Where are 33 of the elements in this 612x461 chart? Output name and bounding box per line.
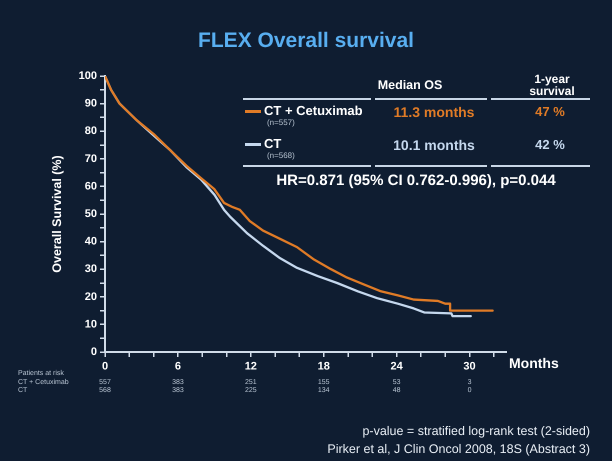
y-tick-label: 10 [84,318,97,330]
y-tick-label: 80 [84,125,97,138]
y-tick-label: 70 [84,152,97,165]
legend-label: CT [264,136,282,151]
chart-title: FLEX Overall survival [197,29,415,53]
x-tick-label: 0 [102,360,108,373]
x-tick-label: 30 [463,360,476,373]
annotation: (n=557) [267,118,295,127]
text: Pirker et al, J Clin Oncol 2008, 18S (Abstract 3) [327,442,590,456]
y-tick-label: 90 [84,98,97,110]
y-tick-label: 100 [78,70,97,82]
legend-label: CT + Cetuximab [264,103,363,118]
y-axis-title: Overall Survival (%) [50,155,64,273]
x-tick-label: 12 [244,360,257,373]
annotation: HR=0.871 (95% CI 0.762-0.996), p=0.044 [275,172,557,189]
text: 42 % [534,137,566,152]
text: p-value = stratified log-rank test (2-sided) [362,424,590,438]
y-tick-label: 0 [90,346,97,358]
y-tick-label: 30 [84,263,97,276]
x-tick-label: 18 [318,360,330,373]
y-tick-label: 40 [84,236,97,248]
x-axis-title: Months [509,355,559,371]
annotation: Median OS [376,78,444,92]
x-tick-label: 24 [390,360,404,373]
text: 47 % [534,104,566,119]
y-tick-label: 60 [84,180,97,192]
y-tick-label: 50 [84,208,97,220]
text: 1-year survival [528,72,576,98]
y-tick-label: 20 [84,290,97,303]
x-tick-label: 6 [174,360,181,373]
annotation: 10.1 months [392,137,476,153]
annotation: (n=568) [267,151,295,160]
annotation: 11.3 months [392,104,476,120]
